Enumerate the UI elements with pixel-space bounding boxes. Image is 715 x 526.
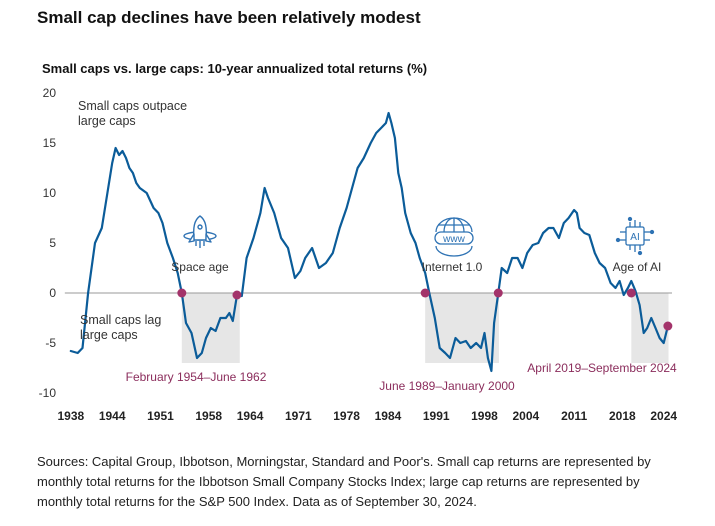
region-label-above: Small caps outpace large caps [78,99,191,128]
svg-text:www: www [442,234,465,245]
y-tick-label: 5 [49,236,56,250]
y-tick-label: -5 [45,336,56,350]
crossing-marker-2 [420,288,430,298]
event-label-internet: Internet 1.0 [422,260,483,274]
series-line [69,111,669,373]
x-tick-label: 1944 [99,409,126,423]
x-tick-label: 1958 [195,409,222,423]
y-tick-label: 20 [43,86,57,100]
shaded-periods [181,293,669,363]
crossing-marker-0 [177,288,187,298]
x-tick-label: 2024 [650,409,677,423]
event-label-space-age: Space age [171,260,229,274]
period-labels: February 1954–June 1962 June 1989–January… [126,361,677,393]
y-tick-label: 0 [49,286,56,300]
x-tick-label: 2011 [561,409,587,423]
x-tick-label: 1978 [333,409,360,423]
x-tick-label: 1938 [57,409,84,423]
x-tick-label: 2004 [512,409,539,423]
rocket-icon [183,215,217,248]
period-label-2: April 2019–September 2024 [527,361,677,375]
crossing-marker-4 [626,288,636,298]
ai-chip-icon: AI [615,216,655,256]
period-label-0: February 1954–June 1962 [126,370,267,384]
x-tick-label: 1991 [423,409,450,423]
svg-text:AI: AI [630,232,639,243]
x-tick-label: 1984 [375,409,402,423]
y-tick-label: 15 [43,136,57,150]
crossing-marker-5 [663,321,673,331]
x-tick-label: 1971 [285,409,312,423]
crossing-markers [177,288,673,331]
y-tick-label: -10 [39,386,57,400]
y-tick-label: 10 [43,186,57,200]
crossing-marker-1 [232,290,242,300]
x-tick-label: 2018 [609,409,636,423]
event-label-ai: Age of AI [613,260,662,274]
x-tick-label: 1964 [237,409,264,423]
period-label-1: June 1989–January 2000 [379,379,515,393]
chart-subtitle: Small caps vs. large caps: 10-year annua… [42,61,428,76]
crossing-marker-3 [493,288,503,298]
chart-title: Small cap declines have been relatively … [37,8,421,27]
globe-www-icon: www [434,217,474,257]
shaded-period-2 [631,293,669,363]
region-label-below: Small caps lag large caps [80,313,165,342]
x-tick-label: 1951 [147,409,174,423]
sources-footnote: Sources: Capital Group, Ibbotson, Mornin… [37,454,651,509]
x-tick-label: 1998 [471,409,498,423]
y-axis: 20 15 10 5 0 -5 -10 [39,86,57,400]
x-axis: 1938 1944 1951 1958 1964 1971 1978 1984 1991 1998… [57,409,677,423]
